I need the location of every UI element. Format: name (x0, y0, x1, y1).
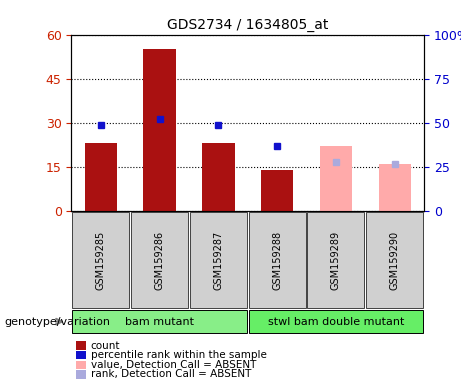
Bar (378, 164, 411, 211)
Text: stwl bam double mutant: stwl bam double mutant (268, 316, 404, 327)
Text: genotype/variation: genotype/variation (5, 316, 111, 327)
Text: value, Detection Call = ABSENT: value, Detection Call = ABSENT (91, 360, 256, 370)
Bar (261, 170, 293, 211)
Text: GSM159289: GSM159289 (331, 231, 341, 290)
Text: GSM159287: GSM159287 (213, 230, 224, 290)
Text: GSM159290: GSM159290 (390, 231, 400, 290)
Text: bam mutant: bam mutant (125, 316, 194, 327)
Text: GSM159286: GSM159286 (154, 231, 165, 290)
Bar (143, 49, 176, 211)
Bar (320, 146, 352, 211)
Text: count: count (91, 341, 120, 351)
Text: percentile rank within the sample: percentile rank within the sample (91, 350, 267, 360)
Text: GSM159288: GSM159288 (272, 231, 282, 290)
Text: rank, Detection Call = ABSENT: rank, Detection Call = ABSENT (91, 369, 251, 379)
Bar (202, 144, 235, 211)
Title: GDS2734 / 1634805_at: GDS2734 / 1634805_at (167, 18, 329, 32)
Text: GSM159285: GSM159285 (96, 230, 106, 290)
Bar (85, 144, 117, 211)
